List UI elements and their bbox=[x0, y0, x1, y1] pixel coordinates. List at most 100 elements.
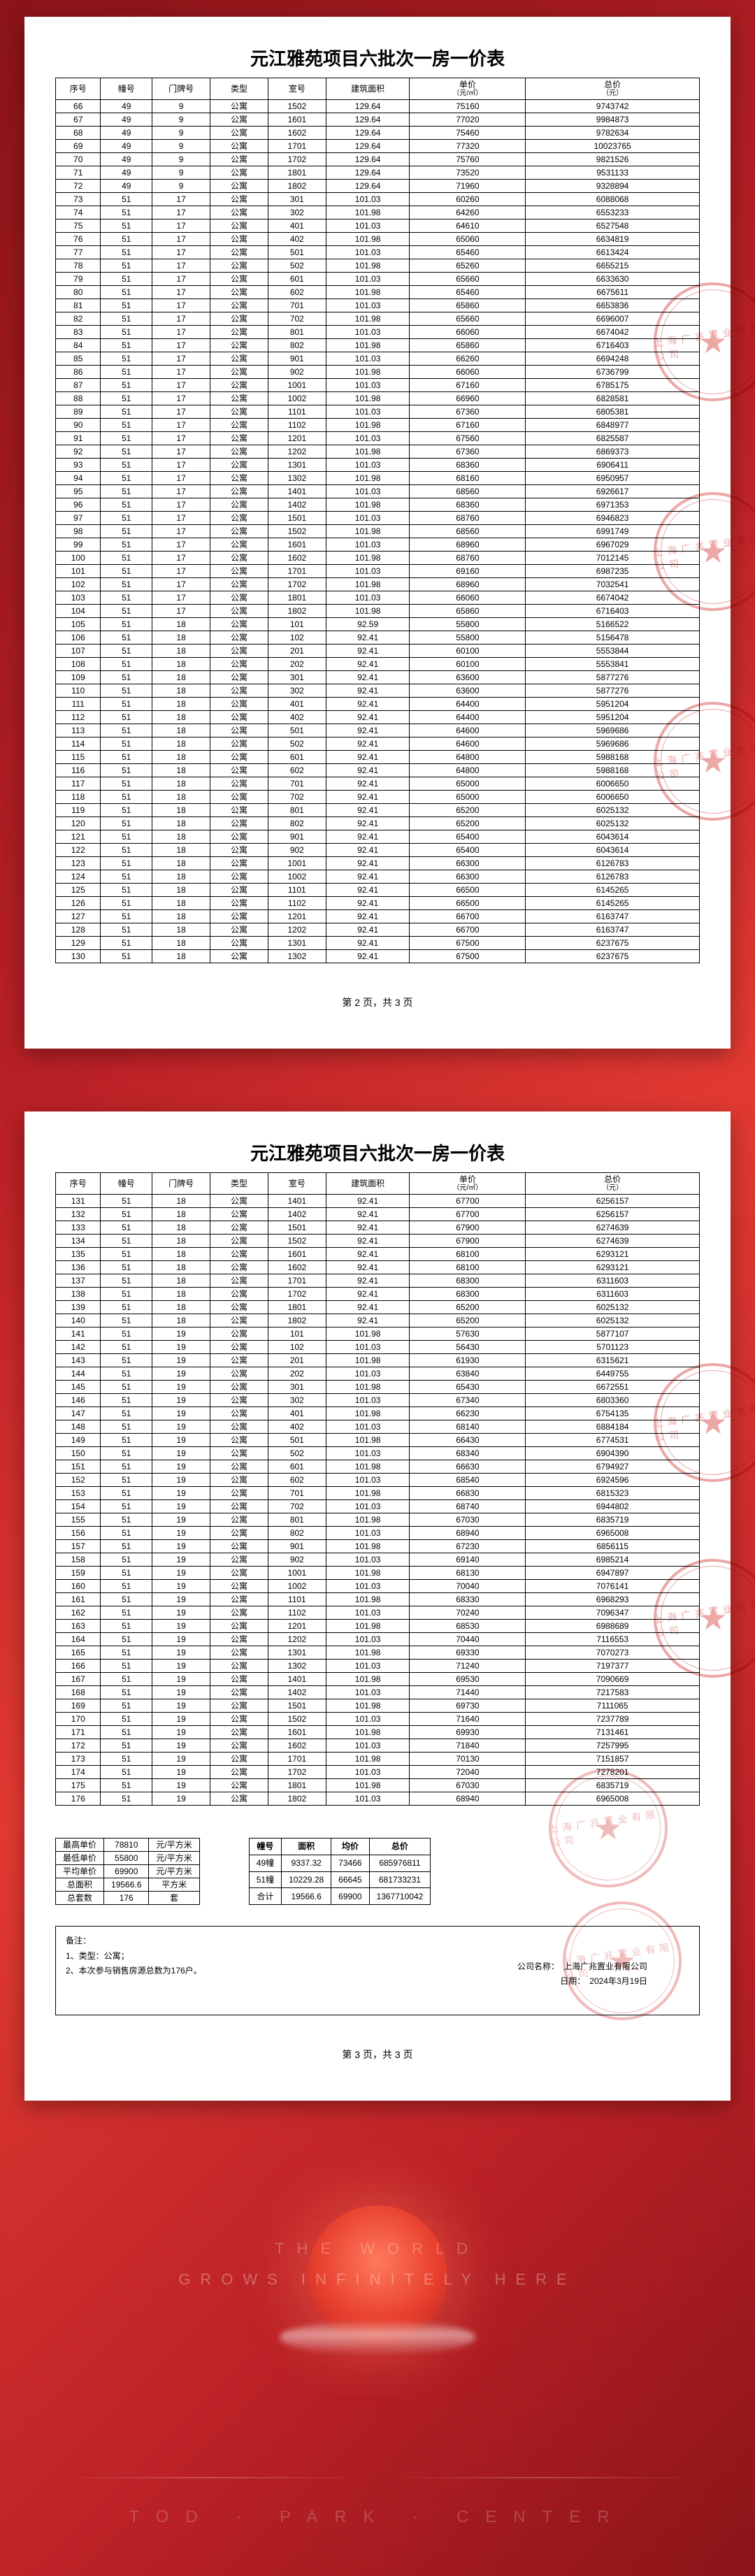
table-cell: 101.98 bbox=[326, 605, 410, 618]
table-cell: 5166522 bbox=[526, 618, 700, 631]
table-cell: 19566.6 bbox=[282, 1888, 331, 1905]
table-cell: 101.98 bbox=[326, 1407, 410, 1420]
table-cell: 51 bbox=[101, 1660, 152, 1673]
table-cell: 1802 bbox=[268, 180, 326, 193]
table-cell: 19 bbox=[152, 1527, 210, 1540]
table-cell: 51 bbox=[101, 631, 152, 645]
table-cell: 74 bbox=[56, 206, 101, 220]
table-cell: 77 bbox=[56, 246, 101, 259]
table-cell: 套 bbox=[149, 1892, 199, 1905]
table-cell: 68560 bbox=[410, 485, 526, 498]
table-cell: 129.64 bbox=[326, 113, 410, 127]
table-cell: 51 bbox=[101, 817, 152, 830]
table-cell: 6950957 bbox=[526, 472, 700, 485]
table-cell: 101.98 bbox=[326, 1354, 410, 1367]
table-cell: 19 bbox=[152, 1367, 210, 1381]
table-cell: 64800 bbox=[410, 764, 526, 777]
table-cell: 17 bbox=[152, 273, 210, 286]
table-cell: 81 bbox=[56, 299, 101, 312]
table-cell: 106 bbox=[56, 631, 101, 645]
table-cell: 公寓 bbox=[210, 459, 268, 472]
table-cell: 17 bbox=[152, 459, 210, 472]
table-cell: 公寓 bbox=[210, 432, 268, 445]
table-cell: 71840 bbox=[410, 1739, 526, 1753]
table-cell: 公寓 bbox=[210, 392, 268, 405]
table-cell: 6006650 bbox=[526, 777, 700, 791]
table-cell: 55800 bbox=[410, 631, 526, 645]
table-cell: 65660 bbox=[410, 273, 526, 286]
table-cell: 51 bbox=[101, 764, 152, 777]
col-header: 门牌号 bbox=[152, 1173, 210, 1195]
table-cell: 202 bbox=[268, 658, 326, 671]
table-cell: 49 bbox=[101, 166, 152, 180]
table-cell: 78810 bbox=[104, 1839, 149, 1852]
table-cell: 67340 bbox=[410, 1394, 526, 1407]
table-cell: 101.03 bbox=[326, 1686, 410, 1699]
table-row: 1665119公寓1302101.03712407197377 bbox=[56, 1660, 700, 1673]
table-cell: 18 bbox=[152, 830, 210, 844]
table-cell: 302 bbox=[268, 1394, 326, 1407]
table-cell: 129.64 bbox=[326, 100, 410, 113]
table-cell: 75160 bbox=[410, 100, 526, 113]
table-cell: 165 bbox=[56, 1646, 101, 1660]
table-cell: 公寓 bbox=[210, 299, 268, 312]
table-cell: 51 bbox=[101, 791, 152, 804]
table-cell: 57630 bbox=[410, 1327, 526, 1341]
table-cell: 51 bbox=[101, 1726, 152, 1739]
table-cell: 公寓 bbox=[210, 1288, 268, 1301]
table-cell: 175 bbox=[56, 1779, 101, 1792]
col-header: 总价 bbox=[369, 1839, 431, 1855]
table-row: 1315118公寓140192.41677006256157 bbox=[56, 1195, 700, 1208]
table-row: 1565119公寓802101.03689406965008 bbox=[56, 1527, 700, 1540]
table-cell: 101.98 bbox=[326, 472, 410, 485]
table-cell: 51 bbox=[101, 1753, 152, 1766]
table-cell: 101.98 bbox=[326, 1327, 410, 1341]
table-cell: 7237789 bbox=[526, 1713, 700, 1726]
table-cell: 77020 bbox=[410, 113, 526, 127]
table-cell: 18 bbox=[152, 857, 210, 870]
table-cell: 152 bbox=[56, 1474, 101, 1487]
table-cell: 129 bbox=[56, 937, 101, 950]
table-cell: 6926617 bbox=[526, 485, 700, 498]
bottom-bar-text: TOD · PARK · CENTER bbox=[0, 2507, 755, 2527]
table-cell: 6674042 bbox=[526, 326, 700, 339]
table-cell: 92.41 bbox=[326, 671, 410, 684]
table-cell: 92.41 bbox=[326, 1208, 410, 1221]
table-cell: 公寓 bbox=[210, 645, 268, 658]
table-cell: 18 bbox=[152, 698, 210, 711]
table-row: 795117公寓601101.03656606633630 bbox=[56, 273, 700, 286]
table-cell: 65200 bbox=[410, 817, 526, 830]
table-cell: 51 bbox=[101, 512, 152, 525]
price-table-page3: 序号幢号门牌号类型室号建筑面积单价（元/㎡）总价（元）1315118公寓1401… bbox=[55, 1172, 700, 1806]
table-cell: 65460 bbox=[410, 286, 526, 299]
table-cell: 6025132 bbox=[526, 1301, 700, 1314]
table-cell: 19 bbox=[152, 1567, 210, 1580]
table-cell: 67500 bbox=[410, 950, 526, 963]
table-cell: 92.41 bbox=[326, 1195, 410, 1208]
table-cell: 最高单价 bbox=[56, 1839, 104, 1852]
table-cell: 7090669 bbox=[526, 1673, 700, 1686]
table-cell: 公寓 bbox=[210, 1726, 268, 1739]
table-cell: 7257995 bbox=[526, 1739, 700, 1753]
table-cell: 75 bbox=[56, 220, 101, 233]
table-cell: 17 bbox=[152, 445, 210, 459]
table-cell: 78 bbox=[56, 259, 101, 273]
table-cell: 1602 bbox=[268, 1739, 326, 1753]
table-cell: 101.98 bbox=[326, 525, 410, 538]
table-cell: 69900 bbox=[104, 1865, 149, 1878]
table-cell: 公寓 bbox=[210, 1221, 268, 1235]
table-row: 845117公寓802101.98658606716403 bbox=[56, 339, 700, 352]
table-cell: 51 bbox=[101, 645, 152, 658]
table-cell: 51 bbox=[101, 326, 152, 339]
table-cell: 公寓 bbox=[210, 631, 268, 645]
table-cell: 18 bbox=[152, 884, 210, 897]
table-cell: 公寓 bbox=[210, 552, 268, 565]
table-cell: 5553841 bbox=[526, 658, 700, 671]
table-cell: 1501 bbox=[268, 1699, 326, 1713]
table-cell: 51 bbox=[101, 910, 152, 923]
table-cell: 70130 bbox=[410, 1753, 526, 1766]
table-row: 1065118公寓10292.41558005156478 bbox=[56, 631, 700, 645]
table-cell: 51 bbox=[101, 923, 152, 937]
table-cell: 101.98 bbox=[326, 206, 410, 220]
table-cell: 9531133 bbox=[526, 166, 700, 180]
